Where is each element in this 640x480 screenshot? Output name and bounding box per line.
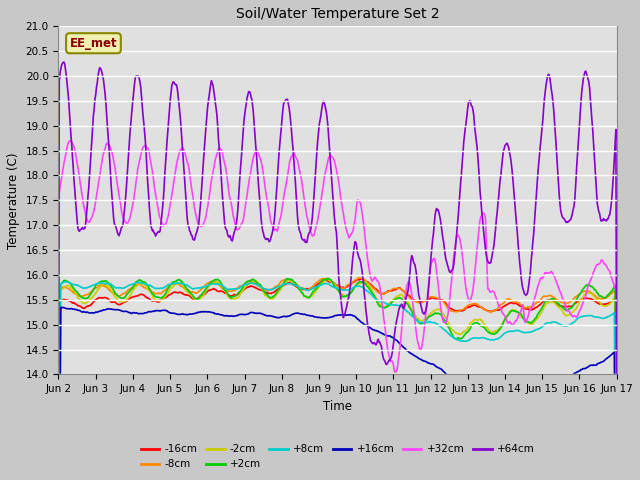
Line: -2cm: -2cm (58, 278, 617, 480)
+8cm (422, 320, 430, 325)
-8cm (356, 275, 364, 281)
+2cm (209, 278, 216, 284)
+8cm (180, 281, 188, 287)
-8cm (122, 289, 130, 295)
Y-axis label: Temperature (C): Temperature (C) (7, 152, 20, 249)
-2cm (209, 281, 216, 287)
Line: +16cm: +16cm (58, 307, 617, 480)
+64cm (406, 266, 414, 272)
+16cm (57, 304, 65, 310)
+32cm (406, 281, 414, 287)
+64cm (123, 178, 131, 184)
+16cm (209, 310, 217, 315)
+8cm (65, 280, 73, 286)
+2cm (122, 293, 130, 299)
+64cm (209, 82, 217, 88)
+16cm (123, 309, 131, 314)
Line: +2cm: +2cm (58, 278, 617, 480)
-2cm (406, 303, 414, 309)
+2cm (179, 280, 186, 286)
+2cm (65, 279, 72, 285)
X-axis label: Time: Time (323, 400, 352, 413)
-2cm (422, 315, 430, 321)
+8cm (123, 284, 131, 289)
+32cm (422, 305, 430, 311)
+64cm (613, 434, 621, 440)
-2cm (65, 283, 72, 289)
-16cm (179, 291, 186, 297)
-2cm (323, 276, 330, 281)
Line: -8cm: -8cm (58, 278, 617, 480)
+64cm (65, 108, 73, 114)
+32cm (65, 140, 72, 145)
Line: +32cm: +32cm (58, 141, 617, 480)
Title: Soil/Water Temperature Set 2: Soil/Water Temperature Set 2 (236, 7, 440, 21)
-8cm (406, 296, 414, 301)
+64cm (180, 160, 188, 166)
+8cm (61, 278, 69, 284)
-8cm (65, 286, 72, 292)
+16cm (422, 359, 430, 365)
Text: EE_met: EE_met (70, 37, 117, 50)
Line: -16cm: -16cm (58, 279, 617, 480)
-2cm (122, 298, 130, 303)
Line: +8cm: +8cm (58, 281, 617, 480)
-16cm (209, 287, 216, 292)
+2cm (422, 317, 430, 323)
-16cm (422, 298, 430, 304)
-2cm (179, 281, 186, 287)
+16cm (65, 306, 73, 312)
-16cm (358, 276, 366, 282)
+2cm (406, 306, 414, 312)
-16cm (122, 299, 130, 304)
+8cm (209, 281, 217, 287)
-8cm (179, 284, 186, 290)
+2cm (324, 276, 332, 281)
+64cm (60, 59, 68, 65)
-16cm (65, 298, 72, 303)
+32cm (180, 145, 188, 151)
-8cm (422, 297, 430, 302)
Line: +64cm: +64cm (58, 62, 617, 437)
Legend: -16cm, -8cm, -2cm, +2cm, +8cm, +16cm, +32cm, +64cm: -16cm, -8cm, -2cm, +2cm, +8cm, +16cm, +3… (136, 440, 539, 474)
+32cm (209, 170, 217, 176)
-16cm (406, 294, 414, 300)
+32cm (67, 138, 75, 144)
+16cm (406, 350, 414, 356)
-8cm (209, 279, 216, 285)
+8cm (406, 312, 414, 317)
+64cm (422, 304, 430, 310)
+64cm (54, 411, 62, 417)
+32cm (123, 220, 131, 226)
+16cm (180, 312, 188, 317)
